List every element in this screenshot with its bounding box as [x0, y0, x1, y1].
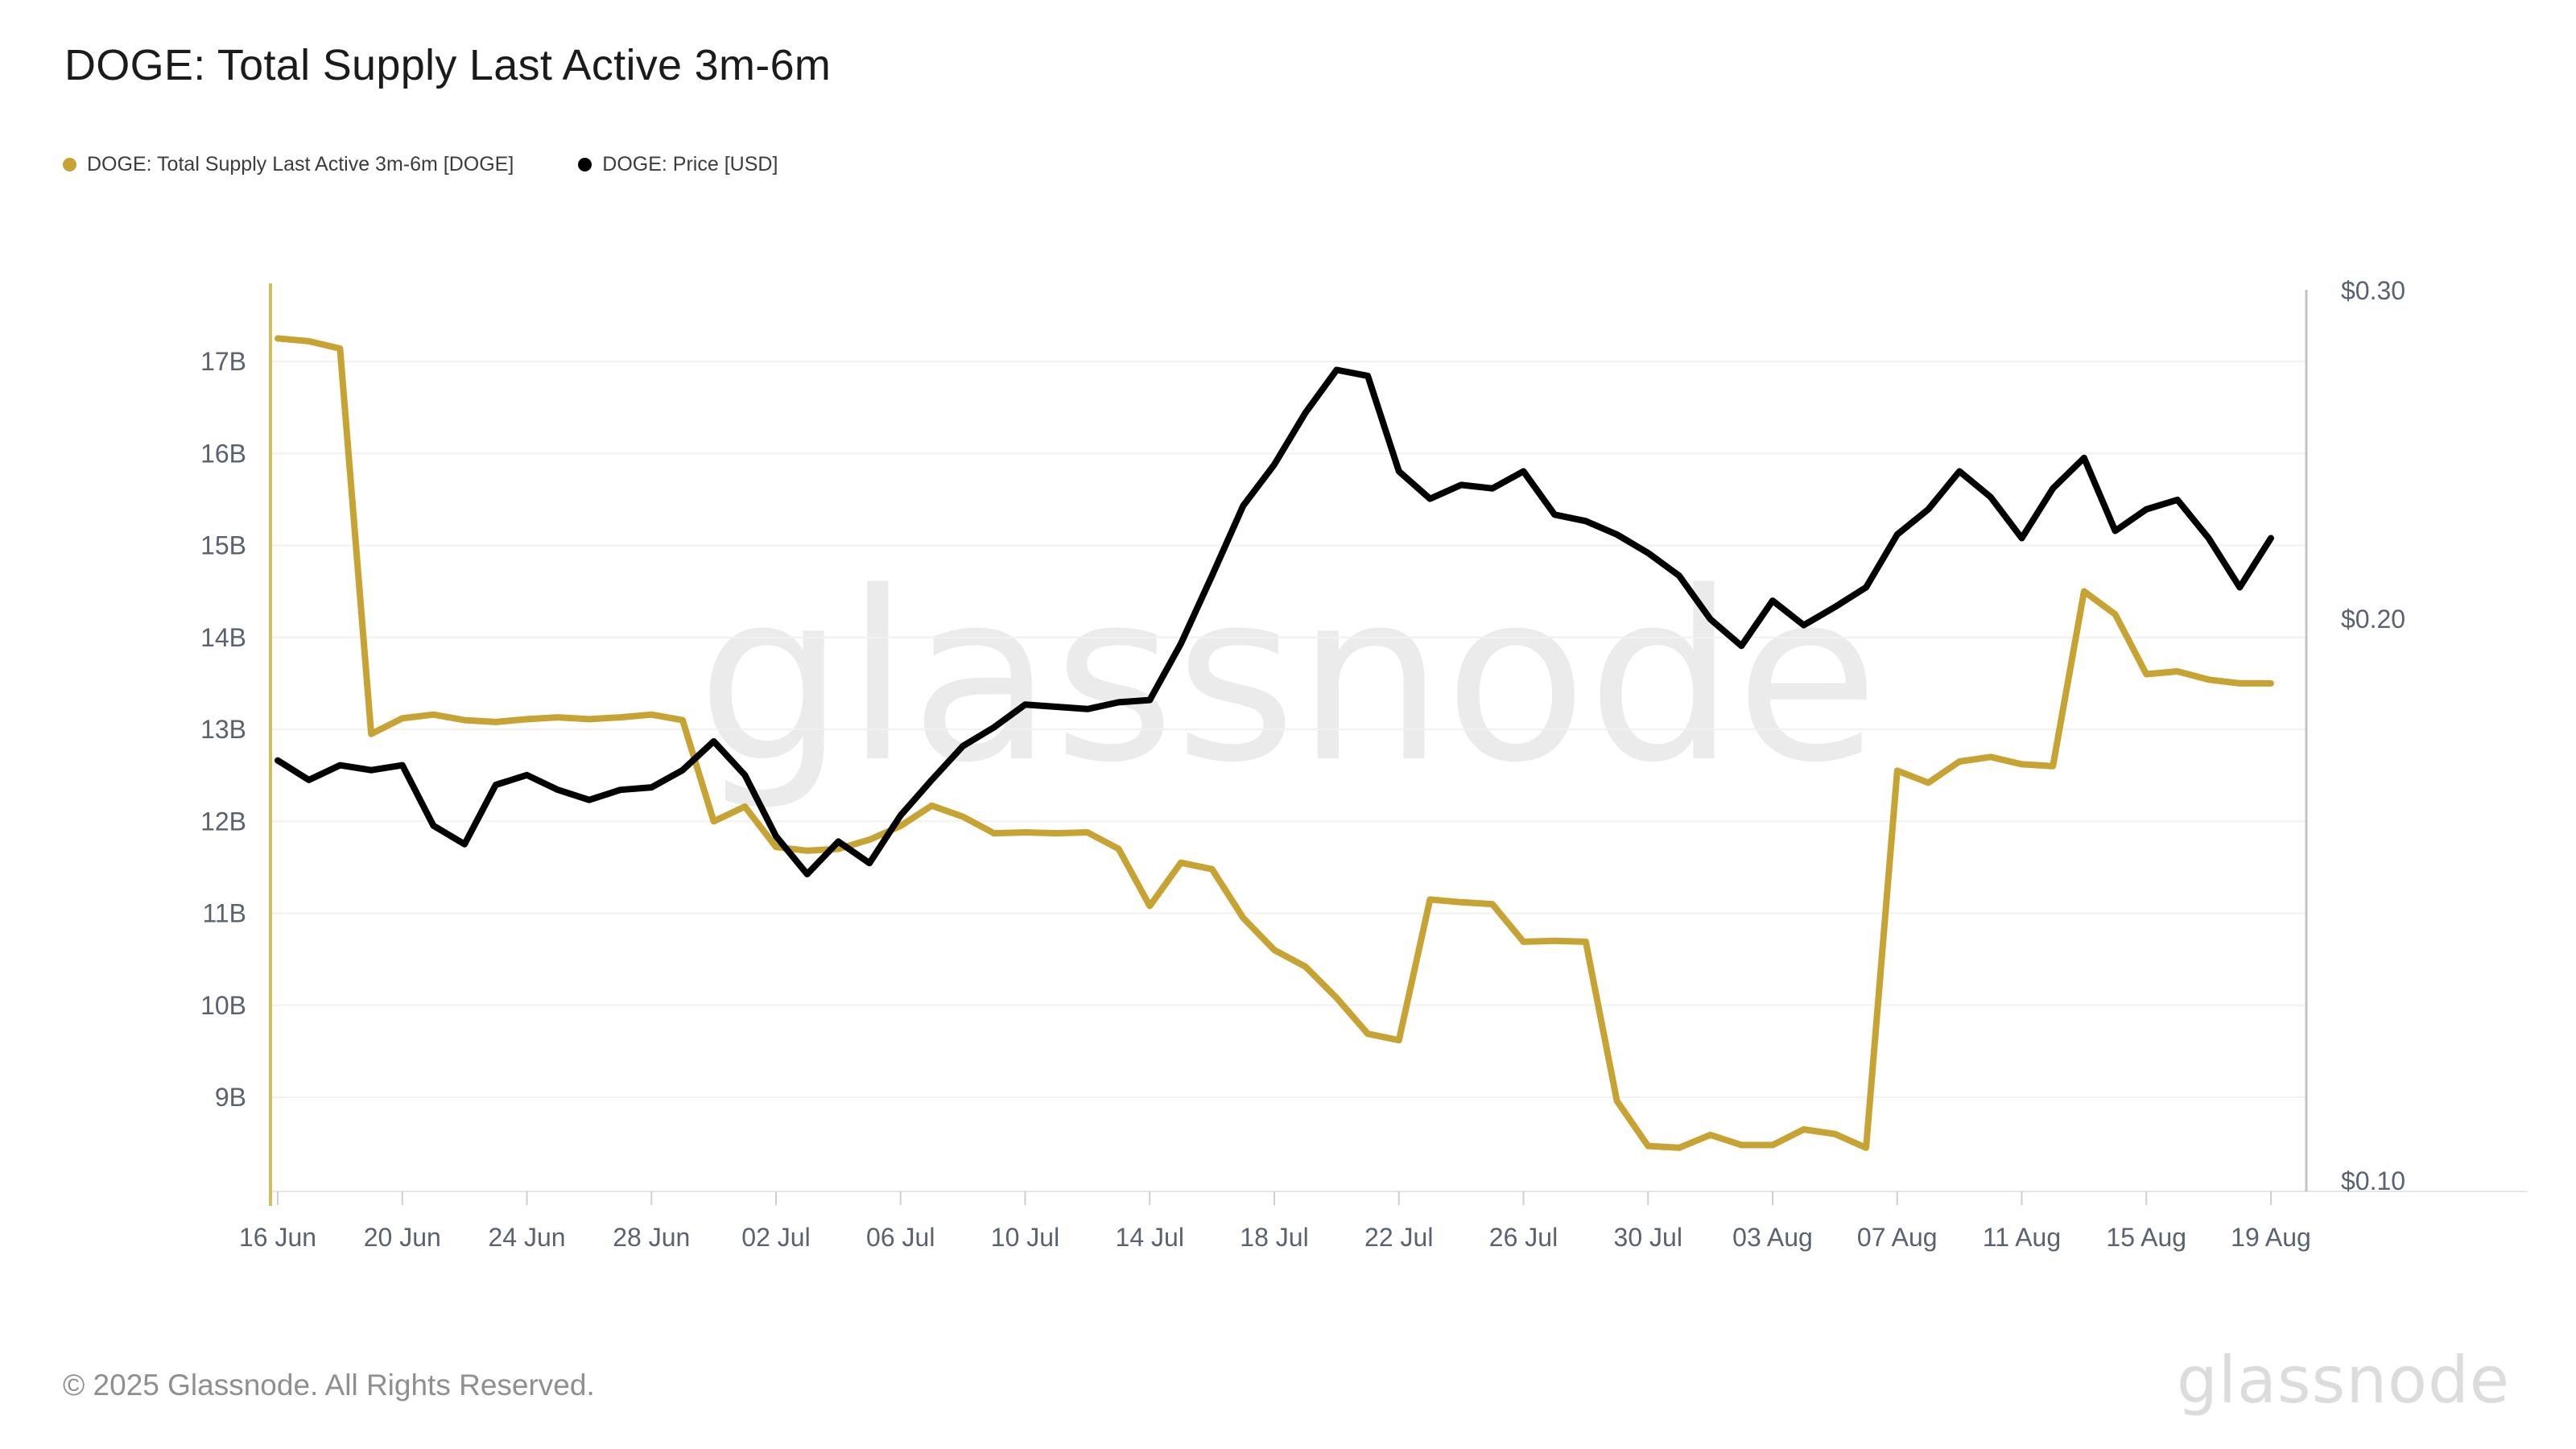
legend-item-price[interactable]: DOGE: Price [USD]	[578, 153, 778, 176]
legend-item-supply[interactable]: DOGE: Total Supply Last Active 3m-6m [DO…	[63, 153, 514, 176]
legend-label-supply: DOGE: Total Supply Last Active 3m-6m [DO…	[87, 153, 514, 175]
x-axis-tick-label: 22 Jul	[1364, 1223, 1433, 1252]
x-axis-tick-label: 18 Jul	[1240, 1223, 1308, 1252]
price-series-line	[275, 366, 2274, 877]
watermark-text: glassnode	[697, 543, 1879, 814]
x-axis-tick-label: 19 Aug	[2231, 1223, 2311, 1252]
left-axis-tick-label: 16B	[200, 439, 246, 468]
page-title: DOGE: Total Supply Last Active 3m-6m	[64, 41, 832, 89]
left-axis-tick-label: 13B	[200, 715, 246, 744]
x-axis-tick-label: 06 Jul	[866, 1223, 935, 1252]
left-axis-tick-label: 15B	[200, 531, 246, 560]
right-axis-tick-label: $0.10	[2341, 1166, 2405, 1195]
x-axis-tick-label: 20 Jun	[364, 1223, 441, 1252]
supply-series-line	[275, 335, 2274, 1151]
left-axis-tick-label: 10B	[200, 991, 246, 1020]
left-axis-tick-label: 17B	[200, 347, 246, 376]
right-axis-tick-label: $0.20	[2341, 605, 2405, 634]
x-axis-tick-label: 26 Jul	[1489, 1223, 1558, 1252]
x-axis-tick-label: 24 Jun	[488, 1223, 565, 1252]
legend-dot-supply-icon	[63, 158, 76, 171]
left-axis-tick-label: 12B	[200, 807, 246, 836]
right-axis-tick-label: $0.30	[2341, 276, 2405, 305]
left-axis-tick-label: 9B	[215, 1083, 246, 1112]
x-axis-tick-label: 30 Jul	[1614, 1223, 1682, 1252]
legend-label-price: DOGE: Price [USD]	[602, 153, 778, 175]
x-axis-tick-label: 10 Jul	[991, 1223, 1059, 1252]
x-axis-tick-label: 11 Aug	[1983, 1223, 2061, 1252]
x-axis-tick-label: 14 Jul	[1116, 1223, 1184, 1252]
plot-area[interactable]	[270, 290, 2306, 1191]
x-axis-tick-label: 07 Aug	[1857, 1223, 1938, 1252]
x-axis-tick-label: 03 Aug	[1732, 1223, 1813, 1252]
x-axis-tick-label: 15 Aug	[2106, 1223, 2186, 1252]
left-axis-tick-label: 11B	[202, 899, 246, 928]
x-axis-tick-label: 02 Jul	[741, 1223, 810, 1252]
legend: DOGE: Total Supply Last Active 3m-6m [DO…	[63, 153, 778, 176]
left-axis-tick-label: 14B	[200, 623, 246, 652]
glassnode-logo: glassnode	[2176, 1343, 2510, 1418]
legend-dot-price-icon	[578, 158, 592, 171]
x-axis-tick-label: 28 Jun	[613, 1223, 690, 1252]
copyright-text: © 2025 Glassnode. All Rights Reserved.	[63, 1368, 595, 1402]
x-axis-tick-label: 16 Jun	[239, 1223, 316, 1252]
